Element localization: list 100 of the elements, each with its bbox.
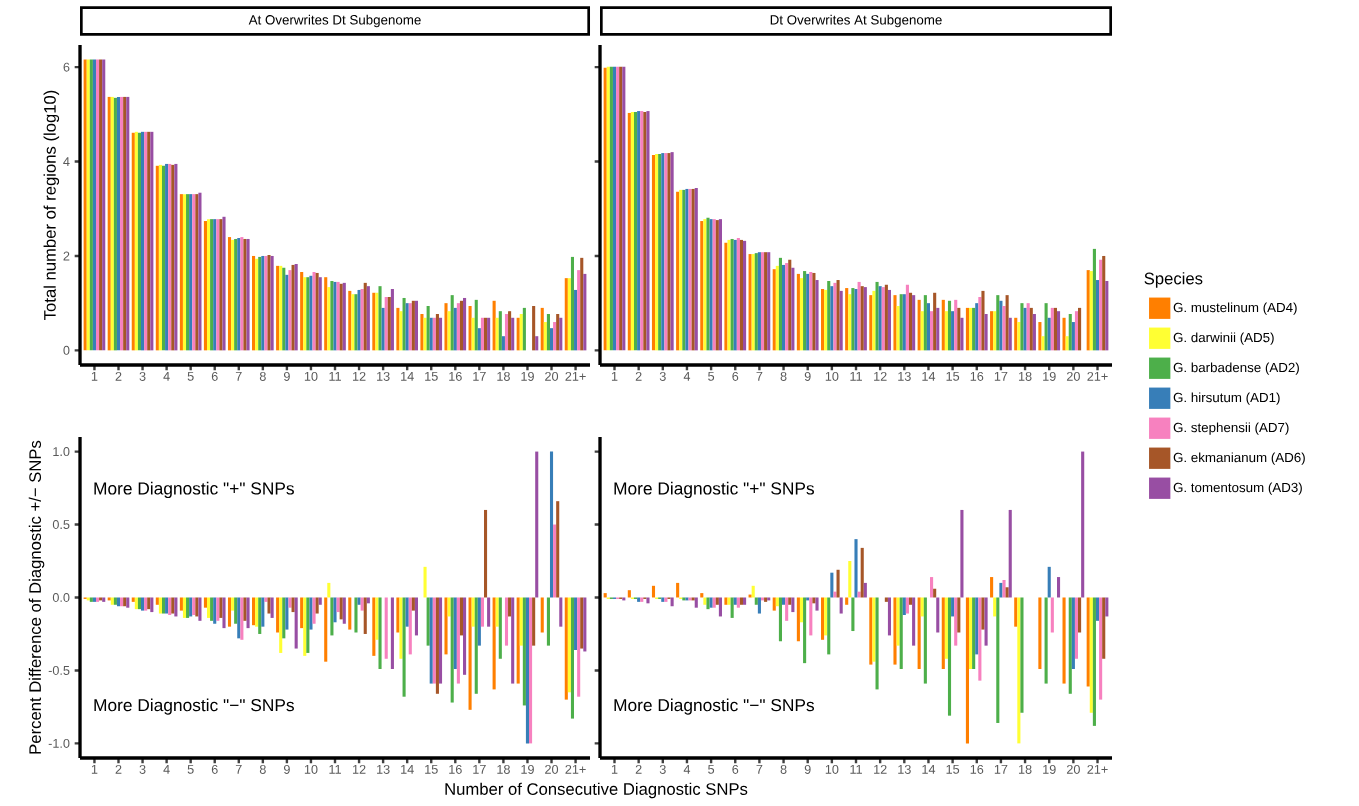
bar — [516, 597, 520, 684]
bar — [651, 154, 656, 351]
bar — [1092, 248, 1096, 351]
bar — [95, 597, 100, 602]
bar — [863, 582, 867, 598]
bar — [893, 597, 897, 665]
bar — [549, 451, 554, 598]
x-tick-label: 1 — [91, 371, 98, 381]
x-tick-label: 4 — [163, 764, 170, 774]
bar — [498, 311, 502, 351]
bar — [1056, 311, 1061, 351]
bar — [495, 317, 499, 351]
y-axis-title: Total number of regions (log10) — [43, 90, 60, 320]
bar — [450, 295, 454, 351]
bar — [158, 597, 162, 614]
bar — [1062, 317, 1066, 351]
bar — [718, 597, 722, 617]
annotation: More Diagnostic "+" SNPs — [94, 481, 294, 499]
bar — [788, 259, 792, 351]
x-tick-label: 3 — [659, 371, 666, 381]
x-tick-label: 9 — [804, 764, 811, 774]
x-tick-label: 11 — [850, 371, 862, 381]
bar — [402, 297, 406, 351]
bar — [312, 597, 316, 624]
bar — [459, 300, 464, 351]
x-tick-label: 11 — [329, 371, 341, 381]
bar — [760, 597, 765, 601]
bar — [553, 322, 557, 351]
bar — [1047, 566, 1051, 598]
legend-label: G. darwinii (AD5) — [1173, 332, 1274, 345]
bar — [1078, 597, 1082, 633]
bar — [450, 597, 454, 703]
bar — [1095, 597, 1100, 621]
bar — [999, 300, 1003, 351]
bar — [234, 597, 238, 624]
bar — [246, 597, 250, 629]
bar — [137, 597, 142, 610]
bar — [453, 307, 457, 351]
bar — [483, 509, 488, 598]
legend-title: Species — [1144, 272, 1203, 288]
x-tick-label: 21+ — [1087, 371, 1108, 381]
bar — [1023, 307, 1027, 351]
bar — [366, 286, 370, 351]
x-tick-label: 2 — [635, 764, 642, 774]
bar — [1074, 597, 1079, 659]
legend-label: G. barbadense (AD2) — [1173, 362, 1299, 375]
bar — [760, 252, 765, 351]
bar — [540, 307, 544, 351]
bar — [492, 597, 496, 690]
bar — [474, 597, 478, 694]
bar — [426, 597, 430, 646]
bar — [884, 597, 888, 602]
bar — [574, 597, 578, 651]
bar — [1038, 597, 1042, 669]
bar — [227, 237, 232, 351]
bar — [803, 597, 807, 664]
y-tick-label: 6 — [63, 62, 70, 72]
bar — [549, 328, 554, 351]
x-tick-label: 1 — [611, 764, 618, 774]
bar — [487, 597, 491, 627]
bar — [270, 597, 274, 618]
bar — [990, 577, 994, 598]
bar — [1099, 259, 1103, 351]
bar — [231, 597, 235, 611]
bar — [791, 597, 795, 613]
x-tick-label: 19 — [1043, 371, 1056, 381]
bar — [1044, 303, 1048, 351]
x-tick-label: 13 — [377, 764, 390, 774]
bar — [806, 597, 810, 601]
bar — [743, 240, 747, 351]
bar — [535, 336, 539, 351]
bar — [261, 597, 265, 627]
bar — [1017, 597, 1021, 744]
bar — [522, 307, 526, 351]
bar — [372, 597, 376, 656]
x-tick-label: 13 — [898, 371, 911, 381]
x-tick-label: 3 — [659, 764, 666, 774]
bar — [267, 597, 271, 614]
bar — [1086, 597, 1090, 687]
bar — [930, 311, 934, 351]
x-tick-label: 6 — [732, 371, 739, 381]
bar — [854, 539, 858, 598]
bar — [546, 314, 550, 351]
bar — [414, 597, 418, 636]
x-tick-label: 16 — [449, 371, 462, 381]
annotation: More Diagnostic "−" SNPs — [614, 698, 815, 715]
bar — [318, 277, 322, 351]
bar — [363, 597, 367, 634]
bar — [1044, 597, 1048, 684]
bar — [1014, 317, 1018, 351]
x-tick-label: 14 — [401, 371, 414, 381]
bar — [1041, 336, 1045, 351]
bar — [570, 256, 575, 351]
x-tick-label: 14 — [922, 371, 936, 381]
x-tick-label: 4 — [683, 371, 691, 381]
bar — [1002, 305, 1006, 351]
bar — [227, 597, 232, 627]
x-tick-label: 5 — [708, 764, 715, 774]
bar — [743, 597, 747, 605]
bar — [495, 597, 499, 627]
